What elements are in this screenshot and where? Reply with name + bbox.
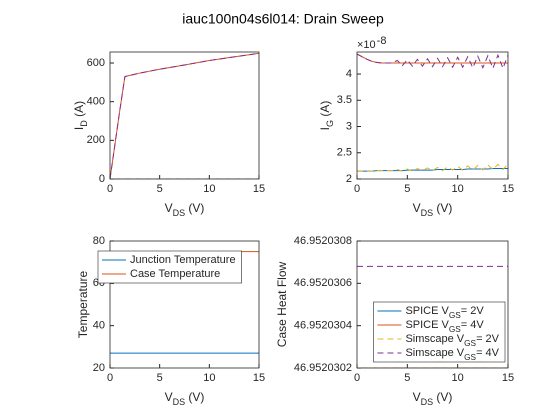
x-axis-label: VDS (V) (413, 201, 453, 218)
x-axis-label: VDS (V) (165, 201, 205, 218)
y-tick-label: 0 (99, 173, 105, 185)
x-tick-label: 0 (354, 372, 360, 384)
y-axis-label: Temperature (76, 270, 90, 338)
x-axis-label: VDS (V) (165, 390, 205, 407)
legend: Junction Temperature Case Temperature (97, 250, 242, 284)
x-tick-label: 5 (157, 372, 163, 384)
plot-lines (110, 52, 259, 179)
y-tick-label: 3 (346, 120, 352, 132)
legend-label: Case Temperature (130, 268, 220, 280)
x-tick-label: 10 (203, 372, 215, 384)
x-tick-label: 10 (452, 372, 464, 384)
plot-lines (357, 265, 508, 368)
plot-lines (357, 53, 508, 172)
x-tick-label: 5 (404, 183, 410, 195)
x-tick-label: 5 (404, 372, 410, 384)
figure-title: iauc100n04s6l014: Drain Sweep (182, 11, 384, 27)
legend-label: Simscape VGS= 4V (405, 347, 499, 362)
y-tick-label: 400 (87, 96, 105, 108)
y-tick-label: 40 (93, 320, 105, 332)
x-tick-label: 0 (354, 183, 360, 195)
y-tick-label: 4 (346, 68, 352, 80)
y-tick-label: 46.9520302 (294, 362, 352, 374)
axes-box (356, 240, 509, 369)
series-line (357, 163, 508, 172)
series-line (110, 52, 259, 179)
legend-box (373, 301, 506, 363)
y-tick-label: 600 (87, 57, 105, 69)
y-tick-label: 200 (87, 134, 105, 146)
series-line (357, 53, 508, 64)
x-tick-label: 15 (502, 372, 514, 384)
legend-label: Simscape VGS= 2V (405, 333, 499, 348)
y-tick-label: 46.9520304 (294, 320, 352, 332)
x-tick-label: 15 (502, 183, 514, 195)
legend-label: Junction Temperature (130, 254, 236, 266)
x-tick-label: 10 (452, 183, 464, 195)
x-tick-label: 5 (157, 183, 163, 195)
y-tick-label: 3.5 (337, 94, 352, 106)
axes-box (109, 51, 260, 180)
x-tick-label: 0 (107, 183, 113, 195)
y-tick-label: 2 (346, 173, 352, 185)
axes-background (357, 52, 508, 179)
x-tick-label: 10 (203, 183, 215, 195)
y-tick-label: 46.9520306 (294, 277, 352, 289)
y-tick-label: 46.9520308 (294, 235, 352, 247)
series-line (357, 53, 508, 70)
y-exponent: -8 (377, 35, 387, 47)
x-axis-label: VDS (V) (413, 390, 453, 407)
axes-box (356, 51, 509, 180)
x-tick-label: 0 (107, 372, 113, 384)
legend-label: SPICE VGS= 4V (405, 319, 484, 334)
y-tick-label: 2.5 (337, 147, 352, 159)
y-axis-label: Case Heat Flow (275, 261, 289, 347)
y-tick-label: 80 (93, 235, 105, 247)
legend-box (97, 250, 242, 284)
y-axis-label: IG (A) (318, 101, 335, 131)
x-tick-label: 15 (253, 372, 265, 384)
legend-label: SPICE VGS= 2V (405, 305, 484, 320)
axes-box (109, 240, 260, 369)
x-tick-label: 15 (253, 183, 265, 195)
y-tick-label: 20 (93, 362, 105, 374)
y-scale-text: ×10 (357, 39, 376, 51)
axes-background (110, 52, 259, 179)
